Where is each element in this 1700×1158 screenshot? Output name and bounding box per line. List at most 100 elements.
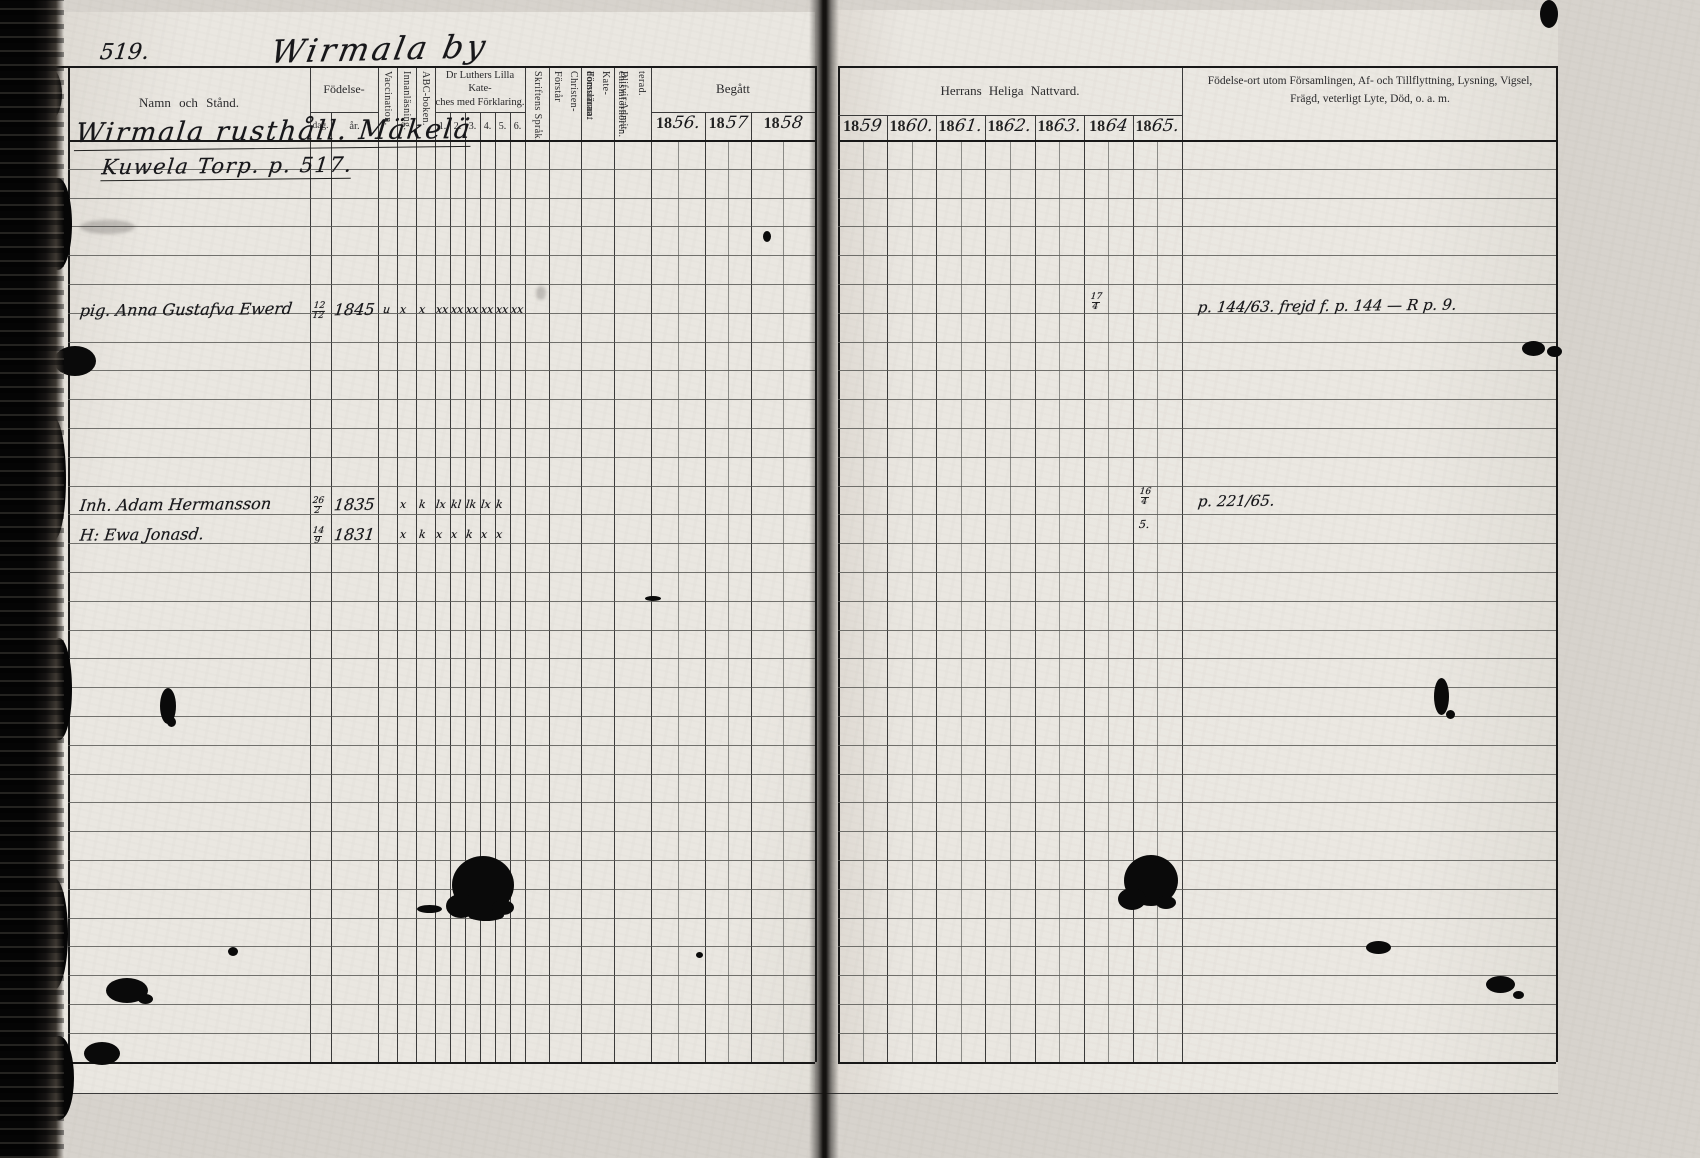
entry-mark: xx xyxy=(450,302,465,317)
entry-birth-day: 14 9 xyxy=(312,525,325,547)
page-title: Wirmala by xyxy=(267,27,492,71)
catechism-col-6: 6. xyxy=(513,120,522,132)
entry-birth-day: 26 2 xyxy=(312,495,325,517)
grid-hline xyxy=(838,169,1556,170)
grid-vline xyxy=(525,66,526,1062)
grid-hline xyxy=(68,255,815,256)
grid-hline xyxy=(838,370,1556,371)
header-understands: Förstår Christen- domsläran. xyxy=(552,71,595,120)
catechism-col-4: 4. xyxy=(483,120,492,132)
pencil-smudge xyxy=(80,220,135,234)
grid-hline xyxy=(68,860,815,861)
grid-hline xyxy=(838,687,1556,688)
grid-hline xyxy=(838,831,1556,832)
grid-hline xyxy=(68,774,815,775)
grid-hline xyxy=(838,140,1556,142)
grid-hline xyxy=(68,889,815,890)
page-gutter xyxy=(809,0,839,1158)
grid-hline xyxy=(68,514,815,515)
grid-hline xyxy=(68,1033,815,1034)
sub-heading: Kuwela Torp. p. 517. xyxy=(100,152,355,182)
year-header-nattvard-0: 18 59 xyxy=(843,116,884,136)
grid-vline xyxy=(480,112,481,1062)
ink-blot xyxy=(468,910,504,921)
header-birth-year: år. xyxy=(349,120,360,132)
grid-vline xyxy=(1035,115,1036,1062)
entry-birth-day: 12 12 xyxy=(310,300,326,322)
grid-vline xyxy=(310,66,311,1062)
pencil-smudge xyxy=(536,286,546,300)
grid-vline xyxy=(495,112,496,1062)
grid-hline xyxy=(68,658,815,659)
ink-blot xyxy=(1522,341,1545,356)
grid-hline xyxy=(68,802,815,803)
entry-mark: xx xyxy=(495,302,510,317)
grid-hline xyxy=(68,399,815,400)
grid-hline xyxy=(68,284,815,285)
grid-vline xyxy=(887,115,888,1062)
header-name: Namn och Stånd. xyxy=(139,95,239,110)
grid-hline xyxy=(68,1062,815,1064)
ink-blot xyxy=(228,947,238,956)
grid-vline xyxy=(331,112,332,1062)
ink-blot xyxy=(763,231,771,242)
grid-hline xyxy=(68,946,815,947)
header-abc-book: ABC-boken. xyxy=(420,71,431,126)
grid-hline xyxy=(838,313,1556,314)
ink-blot xyxy=(160,688,176,724)
ink-blot xyxy=(1446,710,1455,719)
grid-hline xyxy=(838,946,1556,947)
ink-blot xyxy=(1513,991,1524,999)
grid-hline xyxy=(435,112,525,113)
entry-mark: lx xyxy=(435,497,447,512)
grid-vline xyxy=(378,66,379,1062)
grid-vline xyxy=(651,66,652,1062)
entry-mark: k xyxy=(418,527,427,542)
year-header-nattvard-1: 18 60. xyxy=(889,116,935,136)
grid-hline xyxy=(838,399,1556,400)
ink-blot xyxy=(1547,346,1562,357)
grid-hline xyxy=(68,457,815,458)
entry-mark: lx xyxy=(480,497,492,512)
ink-blot xyxy=(1156,896,1176,909)
entry-note: p. 221/65. xyxy=(1196,491,1276,511)
grid-hline xyxy=(310,112,378,113)
grid-hline xyxy=(68,831,815,832)
grid-hline xyxy=(838,889,1556,890)
grid-hline xyxy=(838,745,1556,746)
year-header-nattvard-4: 18 63. xyxy=(1037,116,1083,136)
grid-hline xyxy=(68,745,815,746)
grid-hline xyxy=(68,198,815,199)
grid-hline xyxy=(68,975,815,976)
entry-birth-year: 1845 xyxy=(332,299,376,320)
grid-hline xyxy=(838,918,1556,919)
grid-hline xyxy=(68,572,815,573)
header-birth-group: Födelse- xyxy=(323,81,365,96)
grid-hline xyxy=(68,918,815,919)
entry-mark: xx xyxy=(510,302,525,317)
grid-hline xyxy=(838,284,1556,285)
grid-hline xyxy=(68,1004,815,1005)
ink-blot xyxy=(1366,941,1391,954)
entry-mark: k xyxy=(495,497,504,512)
entry-note: p. 144/63. frejd f. p. 144 — R p. 9. xyxy=(1196,295,1458,317)
ink-blot xyxy=(167,717,176,727)
entry-mark: xx xyxy=(465,302,480,317)
ink-blot xyxy=(645,596,661,601)
grid-hline xyxy=(838,543,1556,544)
catechism-col-3: 3. xyxy=(468,120,477,132)
book-binding-edge xyxy=(0,0,64,1158)
grid-vline xyxy=(1133,115,1134,1062)
grid-hline xyxy=(838,802,1556,803)
grid-hline xyxy=(68,169,815,170)
grid-hline xyxy=(838,1062,1556,1064)
grid-hline xyxy=(68,140,815,142)
grid-hline xyxy=(838,975,1556,976)
grid-vline xyxy=(450,112,451,1062)
grid-hline xyxy=(838,601,1556,602)
ink-blot xyxy=(696,952,703,958)
header-holy-communion: Herrans Heliga Nattvard. xyxy=(940,82,1080,98)
header-birth-day: dag. xyxy=(312,121,329,131)
year-header-nattvard-5: 18 64 xyxy=(1089,116,1130,136)
